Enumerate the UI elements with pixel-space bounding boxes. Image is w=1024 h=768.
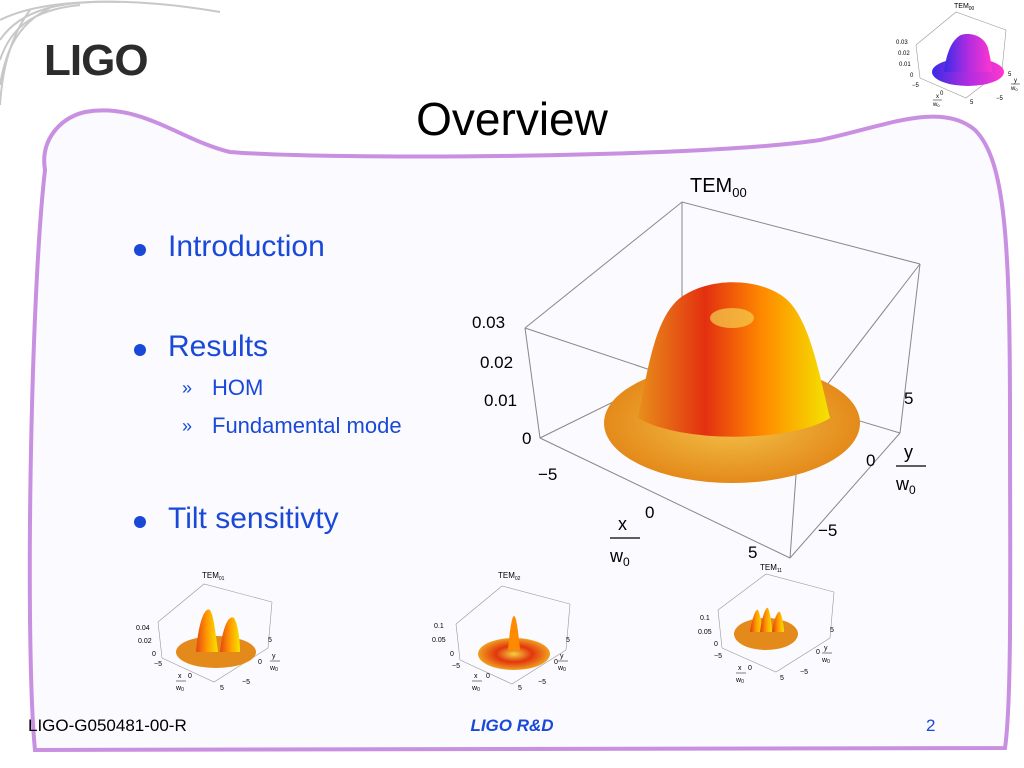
- slide-title: Overview: [416, 93, 608, 145]
- svg-text:0: 0: [748, 665, 752, 672]
- svg-text:−5: −5: [242, 679, 250, 686]
- svg-text:w0: w0: [269, 665, 278, 673]
- svg-text:w0: w0: [471, 685, 480, 693]
- svg-text:0.02: 0.02: [898, 51, 910, 57]
- svg-text:y: y: [1014, 78, 1017, 84]
- svg-text:0: 0: [940, 91, 944, 97]
- svg-text:w0: w0: [175, 685, 184, 693]
- subitem-fundamental-mode: Fundamental mode: [212, 413, 402, 438]
- x-axis-label-num: x: [618, 514, 627, 534]
- svg-text:0.05: 0.05: [432, 637, 446, 644]
- svg-text:w0: w0: [735, 677, 744, 685]
- bullet-dot-2: [134, 344, 146, 356]
- y-axis-label-num: y: [904, 442, 913, 462]
- svg-text:−5: −5: [538, 679, 546, 686]
- svg-text:w0: w0: [932, 102, 940, 108]
- svg-text:0.03: 0.03: [896, 40, 908, 46]
- bullet-results: Results: [168, 330, 269, 363]
- ligo-logo: LIGO: [44, 36, 149, 85]
- footer-page-number: 2: [926, 716, 936, 735]
- svg-text:x: x: [474, 673, 478, 680]
- svg-text:0: 0: [188, 673, 192, 680]
- svg-text:0.04: 0.04: [136, 625, 150, 632]
- sub-marker-1: »: [182, 378, 193, 398]
- y-axis-label-den: w0: [895, 474, 916, 497]
- svg-text:5: 5: [268, 637, 272, 644]
- x-tick-1: −5: [538, 465, 557, 484]
- svg-text:5: 5: [518, 685, 522, 692]
- y-tick-1: 5: [904, 389, 913, 408]
- y-tick-2: 0: [866, 451, 875, 470]
- svg-text:w0: w0: [557, 665, 566, 673]
- thumb-tem01: TEM01 0.04 0.02 0 −5 0 5 5 0 −5 x w0 y w…: [136, 571, 280, 693]
- thumb-tem02-title: TEM02: [498, 571, 521, 582]
- svg-text:0: 0: [152, 651, 156, 658]
- svg-text:0.05: 0.05: [698, 629, 712, 636]
- svg-text:0.01: 0.01: [899, 62, 911, 68]
- svg-text:0.1: 0.1: [434, 623, 444, 630]
- svg-text:x: x: [178, 673, 182, 680]
- svg-text:0: 0: [816, 649, 820, 656]
- svg-text:w0: w0: [821, 657, 830, 665]
- x-tick-2: 0: [645, 503, 654, 522]
- svg-text:5: 5: [1008, 72, 1012, 78]
- svg-text:−5: −5: [452, 663, 460, 670]
- footer-document-id: LIGO-G050481-00-R: [28, 716, 187, 735]
- z-tick-3: 0.01: [484, 391, 517, 410]
- thumb-tem00-title: TEM00: [954, 3, 975, 12]
- bullet-dot-3: [134, 516, 146, 528]
- bullet-introduction: Introduction: [168, 230, 325, 263]
- svg-text:5: 5: [830, 627, 834, 634]
- svg-text:5: 5: [780, 675, 784, 682]
- thumb-tem11: TEM11 0.1 0.05 0 −5 0 5 5 0 −5 x w0 y w0: [698, 563, 835, 685]
- svg-text:0: 0: [554, 659, 558, 666]
- subitem-hom: HOM: [212, 375, 264, 400]
- y-tick-3: −5: [818, 521, 837, 540]
- thumb-tem00: TEM00 0.03 0.02 0.01 0 −5 0 5 5 −5 x w0 …: [896, 3, 1020, 108]
- svg-text:5: 5: [220, 685, 224, 692]
- svg-text:w0: w0: [1010, 86, 1018, 92]
- svg-text:0.02: 0.02: [138, 638, 152, 645]
- svg-text:y: y: [824, 645, 828, 652]
- bullet-dot-1: [134, 244, 146, 256]
- main-surface-peak: [638, 282, 830, 437]
- svg-text:−5: −5: [912, 83, 920, 89]
- sub-marker-2: »: [182, 416, 193, 436]
- bullet-tilt-sensitivity: Tilt sensitivty: [168, 502, 339, 535]
- svg-text:5: 5: [566, 637, 570, 644]
- svg-text:−5: −5: [800, 669, 808, 676]
- svg-text:x: x: [738, 665, 742, 672]
- svg-text:0: 0: [910, 73, 914, 79]
- svg-text:x: x: [936, 94, 939, 100]
- main-3d-plot: TEM00 0.03 0.02 0.01 0 −5 0 5 5 0 −5 x w…: [472, 175, 926, 569]
- main-plot-title: TEM00: [690, 175, 747, 200]
- z-tick-1: 0.03: [472, 313, 505, 332]
- svg-text:−5: −5: [714, 653, 722, 660]
- svg-text:y: y: [272, 653, 276, 660]
- swirl-decoration: [0, 0, 221, 106]
- z-tick-4: 0: [522, 429, 531, 448]
- svg-text:0: 0: [258, 659, 262, 666]
- x-tick-3: 5: [748, 543, 757, 562]
- svg-text:−5: −5: [996, 96, 1004, 102]
- svg-text:0: 0: [450, 651, 454, 658]
- main-surface-dip: [710, 308, 754, 328]
- svg-text:0.1: 0.1: [700, 615, 710, 622]
- thumb-tem02: TEM02 0.1 0.05 0 −5 0 5 5 0 −5 x w0 y w0: [432, 571, 571, 693]
- x-axis-label-den: w0: [609, 546, 630, 569]
- thumb-tem01-title: TEM01: [202, 571, 225, 582]
- svg-text:5: 5: [970, 100, 974, 106]
- z-tick-2: 0.02: [480, 353, 513, 372]
- footer-center-label: LIGO R&D: [470, 716, 554, 735]
- svg-text:0: 0: [714, 641, 718, 648]
- svg-text:y: y: [560, 653, 564, 660]
- svg-text:−5: −5: [154, 661, 162, 668]
- thumb-tem11-title: TEM11: [760, 563, 782, 574]
- svg-text:0: 0: [486, 673, 490, 680]
